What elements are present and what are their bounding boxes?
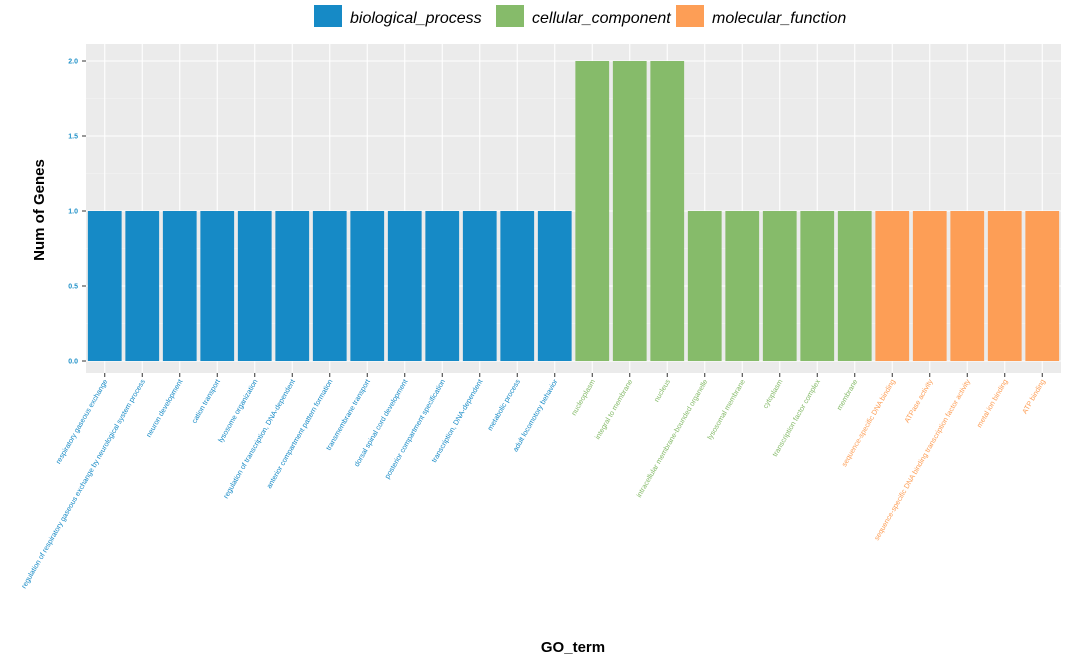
x-tick-label: ATPase activity: [902, 377, 934, 424]
y-axis-title: Num of Genes: [31, 159, 48, 261]
bar: [462, 211, 497, 361]
x-tick-label: neuron development: [144, 378, 185, 439]
x-axis-title: GO_term: [541, 639, 605, 656]
legend-key-molecular-function: [676, 5, 704, 27]
bar: [725, 211, 760, 361]
x-tick-label: nucleus: [652, 377, 672, 403]
x-tick-label: integral to membrane: [593, 378, 635, 441]
bar: [1025, 211, 1060, 361]
bar: [537, 211, 572, 361]
bar: [575, 61, 610, 361]
bar: [275, 211, 310, 361]
y-tick-label: 2.0: [68, 59, 78, 66]
bar: [800, 211, 835, 361]
legend-key-cellular-component: [496, 5, 524, 27]
bar: [200, 211, 235, 361]
bar: [612, 61, 647, 361]
bar: [687, 211, 722, 361]
bar: [87, 211, 122, 361]
legend: biological_process cellular_component mole…: [314, 5, 846, 27]
x-tick-label: cytoplasm: [761, 377, 785, 410]
bar: [312, 211, 347, 361]
bar: [912, 211, 947, 361]
x-tick-label: cation transport: [189, 378, 222, 425]
x-tick-label: lysosomal membrane: [705, 378, 747, 442]
bars: [87, 61, 1060, 361]
bar: [425, 211, 460, 361]
bar: [162, 211, 197, 361]
x-tick-label: ATP binding: [1020, 378, 1047, 416]
bar: [500, 211, 535, 361]
bar: [387, 211, 422, 361]
x-tick-label: metal ion binding: [975, 377, 1010, 429]
y-axis: 0.0 0.5 1.0 1.5 2.0: [68, 59, 86, 366]
bar: [762, 211, 797, 361]
bar: [875, 211, 910, 361]
bar: [237, 211, 272, 361]
x-tick-label: membrane: [835, 378, 860, 412]
legend-label: molecular_function: [712, 10, 846, 27]
y-tick-label: 1.5: [68, 134, 78, 141]
x-tick-label: intracellular membrane-bounded organelle: [634, 377, 709, 498]
bar: [950, 211, 985, 361]
x-tick-label: lysosome organization: [216, 377, 260, 443]
x-tick-label: metabolic process: [485, 377, 522, 432]
bar: [125, 211, 160, 361]
y-tick-label: 1.0: [68, 209, 78, 216]
legend-label: cellular_component: [532, 10, 671, 27]
y-tick-label: 0.0: [68, 359, 78, 366]
x-tick-label: nucleoplasm: [569, 377, 597, 416]
x-tick-label: anterior compartment pattern formation: [264, 378, 334, 490]
bar: [837, 211, 872, 361]
x-tick-label: regulation of transcription, DNA-depende…: [221, 378, 297, 500]
bar: [350, 211, 385, 361]
bar: [650, 61, 685, 361]
legend-key-biological-process: [314, 5, 342, 27]
y-tick-label: 0.5: [68, 284, 78, 291]
bar: [987, 211, 1022, 361]
legend-label: biological_process: [350, 10, 482, 27]
